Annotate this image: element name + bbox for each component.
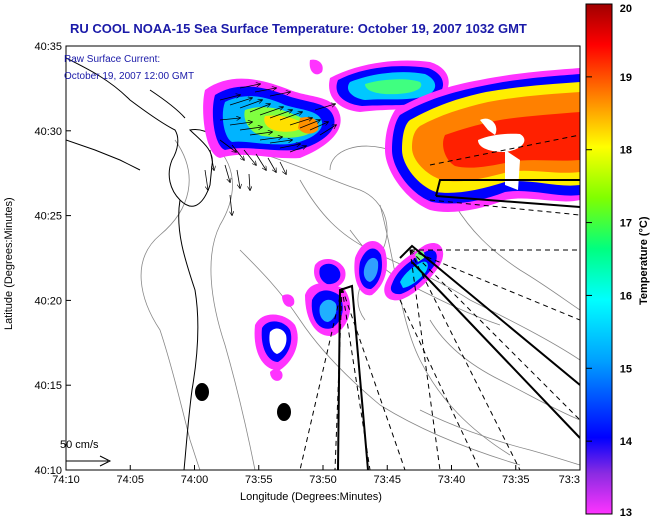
colorbar-tick-label: 18: [620, 145, 632, 157]
station-marker: [277, 403, 291, 421]
x-tick-label: 73:50: [309, 474, 337, 486]
scale-label: 50 cm/s: [60, 439, 99, 451]
x-tick-label: 73:45: [373, 474, 401, 486]
colorbar-label: Temperature (°C): [638, 216, 650, 305]
chart-title: RU COOL NOAA-15 Sea Surface Temperature:…: [70, 21, 527, 36]
x-axis: 74:10 74:05 74:00 73:55 73:50 73:45 73:40 73:35…: [52, 465, 581, 486]
y-axis-label: Latitude (Degrees:Minutes): [3, 197, 15, 330]
colorbar: 20 19 18 17 16 15 14 13 Temperature (°C): [585, 3, 650, 518]
x-tick-label: 73:35: [502, 474, 530, 486]
y-axis: 40:35 40:30 40:25 40:20 40:15 40:10: [34, 41, 71, 477]
current-vectors: [204, 84, 336, 215]
y-tick-label: 40:35: [34, 41, 62, 53]
x-axis-label: Longitude (Degrees:Minutes): [240, 491, 382, 503]
sst-patches: [203, 59, 580, 381]
y-tick-label: 40:30: [34, 126, 62, 138]
plot-area: [65, 45, 581, 471]
scale-arrow: 50 cm/s: [60, 439, 112, 467]
x-tick-label: 73:55: [245, 474, 273, 486]
colorbar-tick-label: 14: [620, 436, 633, 448]
colorbar-tick-label: 13: [620, 507, 632, 518]
colorbar-tick-label: 17: [620, 218, 632, 230]
x-tick-label: 74:10: [52, 474, 80, 486]
colorbar-tick-label: 15: [620, 363, 632, 375]
y-tick-label: 40:20: [34, 295, 62, 307]
x-tick-label: 74:00: [181, 474, 209, 486]
y-tick-label: 40:10: [34, 465, 62, 477]
y-tick-label: 40:25: [34, 211, 62, 223]
colorbar-tick-label: 16: [620, 290, 632, 302]
colorbar-tick-label: 19: [620, 72, 632, 84]
colorbar-tick-label: 20: [620, 3, 632, 15]
y-tick-label: 40:15: [34, 380, 62, 392]
x-tick-label: 73:40: [438, 474, 466, 486]
radar-beams: [337, 179, 580, 470]
station-marker: [195, 383, 209, 401]
x-tick-label: 74:05: [116, 474, 144, 486]
x-tick-label: 73:3: [559, 474, 580, 486]
annotation-line-1: Raw Surface Current:: [64, 54, 160, 65]
annotation-line-2: October 19, 2007 12:00 GMT: [64, 71, 194, 82]
